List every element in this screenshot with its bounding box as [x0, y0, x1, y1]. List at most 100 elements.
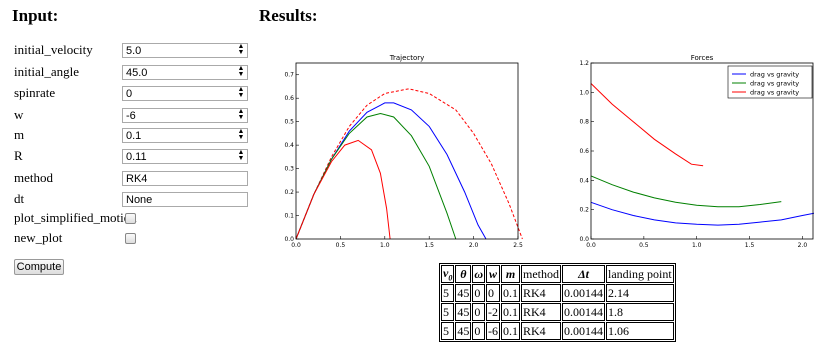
table-cell: 1.06	[606, 322, 674, 341]
R-spinbox[interactable]: 0.11 ▲ ▼	[122, 149, 248, 164]
results-heading: Results:	[259, 6, 318, 25]
y-tick-label: 0.7	[284, 72, 294, 79]
table-cell: 0.00144	[562, 303, 606, 322]
R-value: 0.11	[126, 151, 147, 163]
y-tick-label: 0.2	[579, 207, 589, 214]
spinrate-label: spinrate	[14, 85, 56, 100]
spinrate-spinbox[interactable]: 0 ▲ ▼	[122, 86, 248, 101]
table-cell: 1.8	[606, 303, 674, 322]
method-label: method	[14, 170, 53, 185]
spin-arrows-icon[interactable]: ▲ ▼	[237, 86, 245, 99]
table-header-cell: landing point	[606, 265, 674, 284]
table-header-cell: θ	[455, 265, 472, 284]
table-cell: 0.00144	[562, 284, 606, 303]
y-tick-label: 0.0	[284, 236, 294, 243]
y-tick-label: 1.2	[579, 60, 589, 67]
table-cell: RK4	[521, 284, 562, 303]
legend-label: drag vs gravity	[750, 71, 799, 79]
x-tick-label: 1.5	[745, 242, 755, 249]
w-spinbox[interactable]: -6 ▲ ▼	[122, 108, 248, 123]
legend-label: drag vs gravity	[750, 80, 799, 88]
spin-arrows-icon[interactable]: ▲ ▼	[237, 149, 245, 162]
initial-angle-value: 45.0	[126, 67, 148, 79]
new-plot-label: new_plot	[14, 230, 63, 245]
dt-value: None	[126, 194, 153, 206]
spin-arrows-icon[interactable]: ▲ ▼	[237, 108, 245, 121]
m-value: 0.1	[126, 130, 142, 142]
x-tick-label: 0.5	[336, 242, 346, 249]
y-tick-label: 0.2	[284, 189, 294, 196]
y-tick-label: 0.8	[579, 119, 589, 126]
table-cell: 0.1	[501, 284, 521, 303]
table-cell: 45	[455, 284, 472, 303]
table-cell: -6	[486, 322, 501, 341]
new-plot-checkbox[interactable]	[125, 233, 136, 244]
series-line	[590, 175, 782, 208]
input-heading: Input:	[12, 6, 59, 25]
table-cell: 5	[441, 322, 455, 341]
dt-field[interactable]: None	[122, 192, 248, 207]
R-label: R	[14, 148, 23, 163]
table-cell: -2	[486, 303, 501, 322]
table-cell: 0	[472, 322, 486, 341]
table-cell: RK4	[521, 303, 562, 322]
chart-title: Forces	[691, 54, 714, 62]
table-header-cell: method	[521, 265, 562, 284]
table-cell: 0	[472, 284, 486, 303]
x-tick-label: 0.0	[586, 242, 596, 249]
table-header-cell: ω	[472, 265, 486, 284]
table-cell: 0.1	[501, 303, 521, 322]
legend-box	[727, 65, 813, 99]
table-cell: 0.1	[501, 322, 521, 341]
w-value: -6	[126, 110, 136, 122]
spin-arrows-icon[interactable]: ▲ ▼	[237, 43, 245, 56]
y-tick-label: 0.1	[284, 213, 294, 220]
y-tick-label: 0.4	[579, 177, 589, 184]
x-tick-label: 2.0	[798, 242, 808, 249]
plot-simplified-motion-checkbox[interactable]	[125, 213, 136, 224]
table-cell: 45	[455, 303, 472, 322]
spin-arrows-icon[interactable]: ▲ ▼	[237, 65, 245, 78]
table-cell: 5	[441, 303, 455, 322]
table-cell: 0	[486, 284, 501, 303]
y-tick-label: 0.3	[284, 166, 294, 173]
initial-velocity-label: initial_velocity	[14, 42, 93, 57]
legend-label: drag vs gravity	[750, 89, 799, 97]
y-tick-label: 0.6	[579, 148, 589, 155]
initial-velocity-spinbox[interactable]: 5.0 ▲ ▼	[122, 43, 248, 58]
table-cell: 45	[455, 322, 472, 341]
y-tick-label: 0.5	[284, 119, 294, 126]
x-tick-label: 0.0	[291, 242, 301, 249]
x-tick-label: 2.0	[469, 242, 479, 249]
table-cell: RK4	[521, 322, 562, 341]
series-line	[590, 201, 814, 226]
table-header-cell: v0	[441, 265, 455, 284]
series-line	[295, 139, 391, 240]
m-spinbox[interactable]: 0.1 ▲ ▼	[122, 128, 248, 143]
x-tick-label: 0.5	[639, 242, 649, 249]
table-header-cell: Δt	[562, 265, 606, 284]
method-field[interactable]: RK4	[122, 171, 248, 186]
table-header-cell: m	[501, 265, 521, 284]
table-cell: 2.14	[606, 284, 674, 303]
x-tick-label: 1.5	[424, 242, 434, 249]
table-cell: 5	[441, 284, 455, 303]
x-tick-label: 1.0	[380, 242, 390, 249]
method-value: RK4	[126, 173, 148, 185]
trajectory-chart: Trajectory 0.0 0.5 1.0 1.5 2.0 2.5 0.0 0.1 0.2 0.3…	[284, 54, 523, 249]
initial-angle-spinbox[interactable]: 45.0 ▲ ▼	[122, 65, 248, 80]
w-label: w	[14, 107, 24, 122]
series-line	[295, 102, 487, 240]
y-tick-label: 0.4	[284, 142, 294, 149]
spin-arrows-icon[interactable]: ▲ ▼	[237, 128, 245, 141]
spinrate-value: 0	[126, 88, 133, 100]
y-tick-label: 1.0	[579, 89, 589, 96]
table-cell: 0.00144	[562, 322, 606, 341]
x-tick-label: 2.5	[513, 242, 523, 249]
plot-frame	[590, 62, 814, 240]
table-cell: 0	[472, 303, 486, 322]
table-row: 5 45 0 0 0.1 RK4 0.00144 2.14	[441, 284, 674, 303]
compute-button[interactable]: Compute	[14, 259, 64, 275]
dt-label: dt	[14, 191, 25, 206]
